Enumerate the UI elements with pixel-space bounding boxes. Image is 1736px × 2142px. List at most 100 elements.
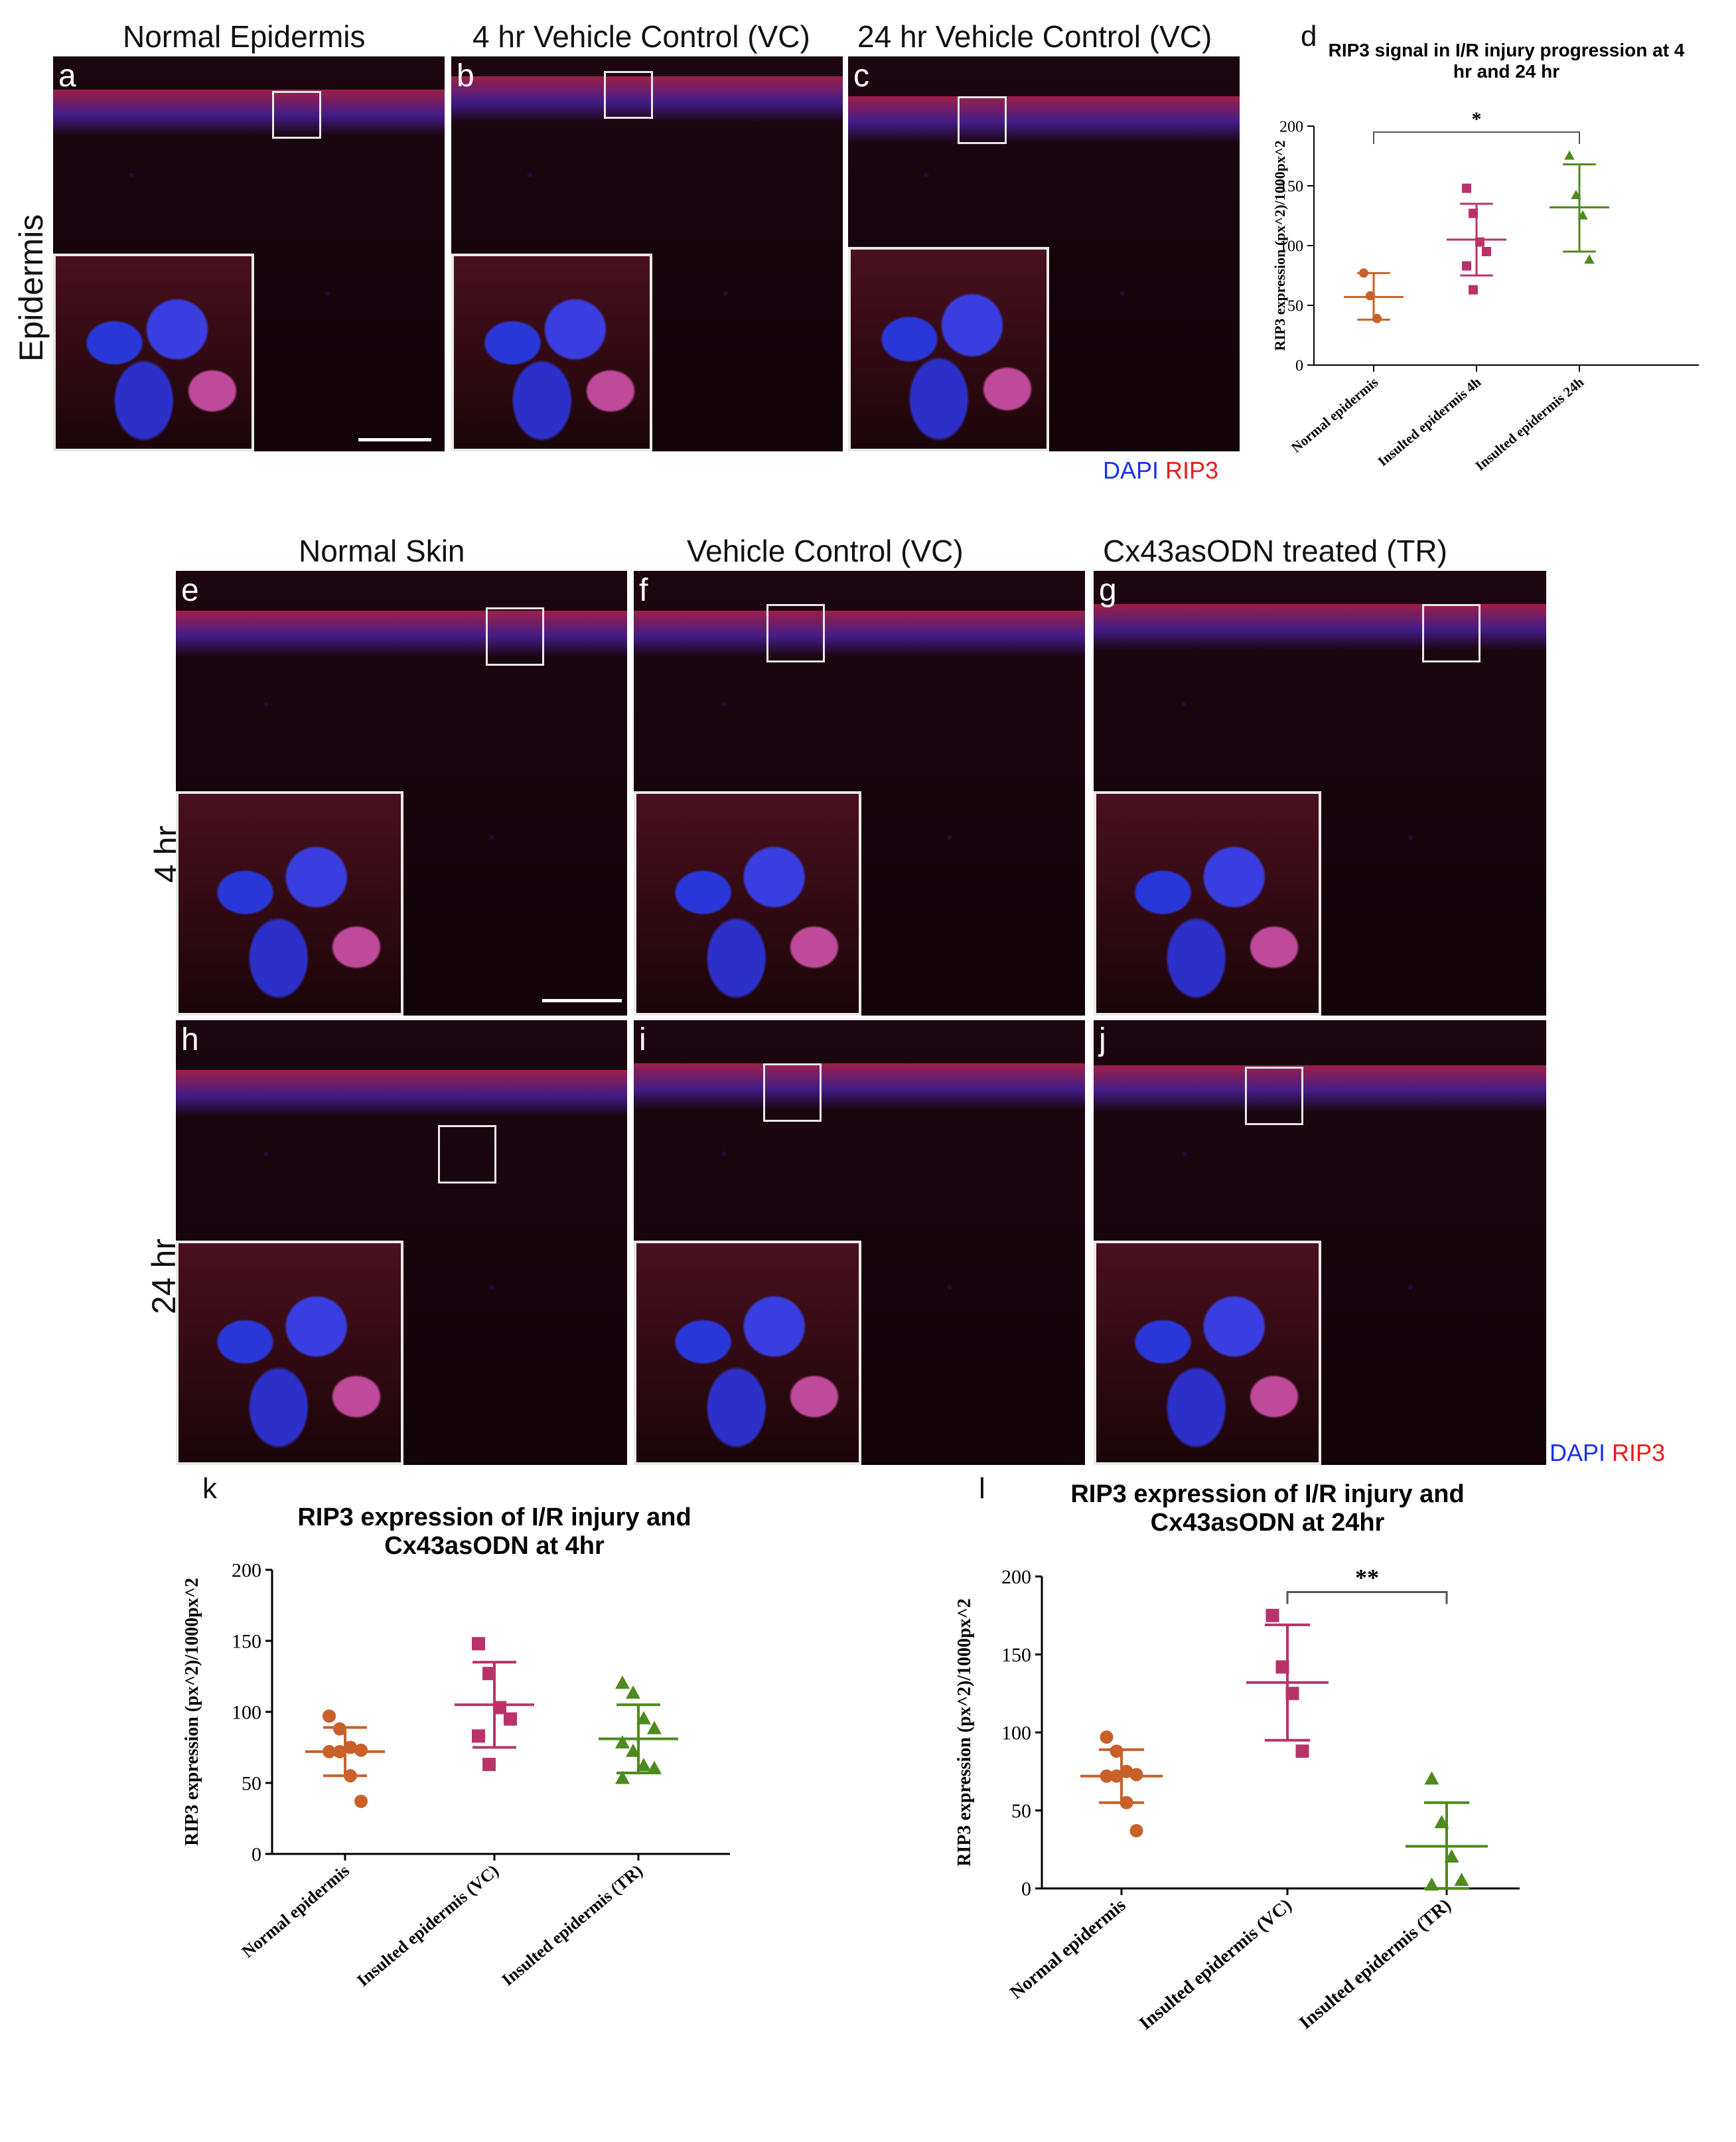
micrograph-g: g [1094,571,1546,1016]
y-tick-label: 200 [1279,118,1303,135]
roi-box [958,96,1007,144]
x-tick-label: Insulted epidermis (TR) [498,1861,646,1989]
roi-box [438,1125,496,1184]
data-point [1359,268,1368,278]
y-tick-label: 50 [1011,1800,1031,1822]
panel-letter-k: k [202,1472,217,1505]
data-point [1584,254,1595,264]
significance-bracket [1286,1591,1448,1604]
stain-legend-middle: DAPI RIP3 [1550,1439,1665,1467]
x-tick-label: Insulted epidermis (VC) [353,1861,502,1990]
epidermis-band [634,1063,1085,1110]
y-tick-label: 200 [1001,1567,1031,1588]
epidermis-band [176,1070,627,1116]
y-tick-label: 150 [232,1631,261,1653]
data-point [1120,1796,1133,1809]
data-point [482,1758,496,1772]
y-axis-label: RIP3 expression (px^2)/1000px^2 [1271,140,1288,350]
data-point [615,1675,630,1689]
micrograph-e: e [176,571,627,1016]
data-point [1285,1687,1299,1701]
y-tick-label: 0 [252,1844,261,1866]
data-point [344,1769,357,1783]
data-point [1129,1824,1143,1838]
zoom-inset [1094,791,1321,1016]
data-point [626,1685,640,1699]
data-point [1469,285,1478,295]
data-point [482,1667,496,1681]
y-axis-label: RIP3 expression (px^2)/1000px^2 [182,1578,202,1846]
data-point [323,1744,336,1758]
y-axis-label: RIP3 expression (px^2)/1000px^2 [954,1598,975,1867]
data-point [1424,1771,1439,1785]
data-point [354,1743,368,1757]
epidermis-band [53,90,445,136]
data-point [504,1712,517,1726]
data-point [472,1637,485,1651]
scale-bar [542,999,622,1002]
legend-rip3: RIP3 [1165,457,1219,484]
data-point [1295,1744,1309,1758]
data-point [493,1701,506,1715]
epidermis-band [451,76,843,123]
data-point [472,1729,485,1743]
roi-box [763,1063,822,1122]
data-point [1577,210,1588,220]
y-tick-label: 100 [1279,238,1303,255]
panel-label-j: j [1099,1022,1106,1057]
panel-letter-d: d [1301,20,1317,52]
roi-box [1422,604,1481,662]
chart-d: 0 50 100 150 200 RIP3 expression (px^2)/1000p… [1271,108,1699,474]
chart-k-title: RIP3 expression of I/R injury and Cx43as… [297,1503,691,1560]
data-point [1482,247,1491,256]
panel-letter-l: l [979,1472,985,1505]
col-title-normal-epidermis: Normal Epidermis [123,19,366,54]
panel-label-c: c [853,58,869,94]
zoom-inset [848,247,1049,451]
chart-l-title: RIP3 expression of I/R injury and Cx43as… [1070,1480,1465,1537]
micrograph-a: a [53,56,445,451]
data-point [1454,1873,1469,1886]
zoom-inset [634,1241,861,1465]
data-point [1571,190,1581,199]
col-title-vc: Vehicle Control (VC) [687,534,964,568]
data-point [626,1743,640,1757]
data-point [1444,1849,1459,1863]
panel-label-i: i [639,1022,646,1057]
micrograph-f: f [634,571,1085,1016]
micrograph-h: h [176,1020,627,1465]
data-point [636,1711,651,1724]
data-point [333,1744,346,1758]
significance-bracket [1373,131,1580,144]
data-point [1434,1815,1449,1829]
data-point [615,1770,630,1784]
y-tick-label: 100 [232,1702,261,1724]
epidermis-band [1094,1065,1546,1112]
data-point [615,1735,630,1749]
epidermis-band [176,611,627,657]
data-point [1424,1877,1439,1891]
data-point [647,1721,662,1734]
data-point [1462,183,1471,193]
data-point [1475,237,1484,247]
panel-label-b: b [457,58,474,94]
roi-box [604,71,653,119]
col-title-tr: Cx43asODN treated (TR) [1103,534,1447,568]
data-point [1110,1744,1123,1758]
data-point [1120,1764,1133,1778]
roi-box [766,604,825,662]
panel-label-h: h [181,1022,199,1057]
micrograph-c: c [848,56,1240,451]
roi-box [486,607,544,666]
epidermis-band [848,96,1240,143]
x-tick-label: Insulted epidermis (TR) [1295,1895,1455,2034]
epidermis-band [1094,604,1546,650]
panel-label-e: e [181,573,199,608]
legend-dapi: DAPI [1550,1439,1606,1466]
micrograph-b: b [451,56,843,451]
roi-box [1245,1067,1303,1125]
micrograph-j: j [1094,1020,1546,1465]
chart-d-title: RIP3 signal in I/R injury progression at… [1328,40,1685,82]
data-point [1100,1730,1114,1744]
roi-box [272,91,321,139]
